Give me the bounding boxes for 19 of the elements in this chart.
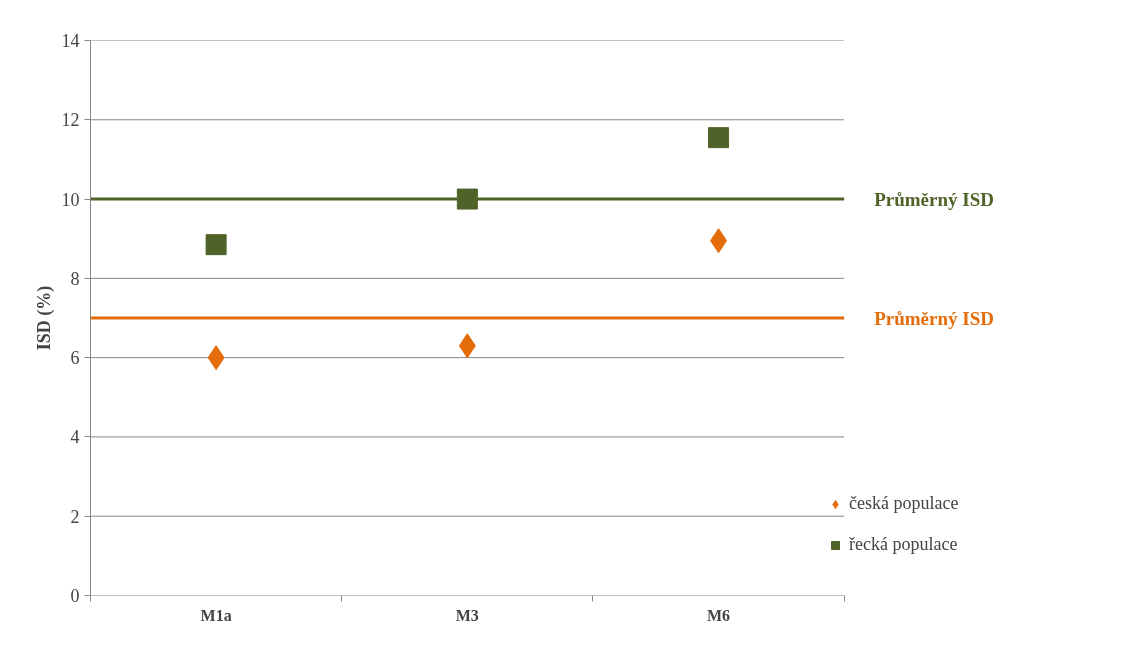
y-tick-label: 4 [70,427,80,448]
ref-line-label: Průměrný ISD [874,307,994,329]
point [205,234,227,256]
y-tick-label: 12 [61,110,80,131]
y-tick-label: 14 [61,31,80,51]
legend-label: česká populace [849,493,959,514]
y-tick-label: 2 [70,506,80,527]
y-tick-label: 0 [70,586,80,606]
y-tick-label: 10 [61,189,80,210]
legend-label: řecká populace [849,534,958,555]
y-axis-title: ISD (%) [33,285,55,351]
x-tick-label: M6 [707,606,731,624]
y-tick-label: 6 [70,348,80,369]
point [708,127,730,149]
x-tick-label: M3 [455,606,479,624]
x-tick-label: M1a [200,606,232,624]
point [456,188,478,210]
ref-line-label: Průměrný ISD [874,188,994,210]
y-tick-label: 8 [70,268,80,289]
